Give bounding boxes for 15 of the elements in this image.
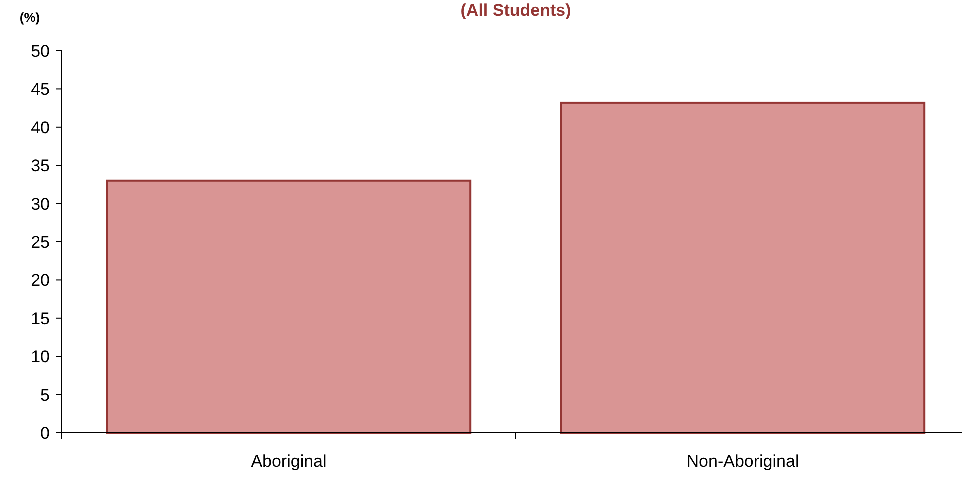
y-tick-label: 50 [31, 42, 50, 61]
y-axis-title: (%) [20, 10, 40, 25]
y-tick-label: 25 [31, 232, 50, 252]
y-tick-label: 30 [31, 194, 50, 214]
y-tick-label: 20 [31, 271, 50, 290]
y-tick-label: 5 [40, 386, 50, 405]
y-tick-label: 40 [31, 118, 50, 138]
y-tick-label: 10 [31, 348, 50, 367]
y-tick-label: 15 [31, 309, 50, 328]
y-tick-label: 35 [31, 156, 50, 176]
x-tick-label: Non-Aboriginal [686, 452, 800, 471]
y-tick-label: 45 [31, 80, 50, 100]
y-tick-label: 0 [40, 424, 50, 443]
x-tick-label: Aboriginal [251, 452, 327, 471]
chart-title: (All Students) [460, 1, 572, 20]
